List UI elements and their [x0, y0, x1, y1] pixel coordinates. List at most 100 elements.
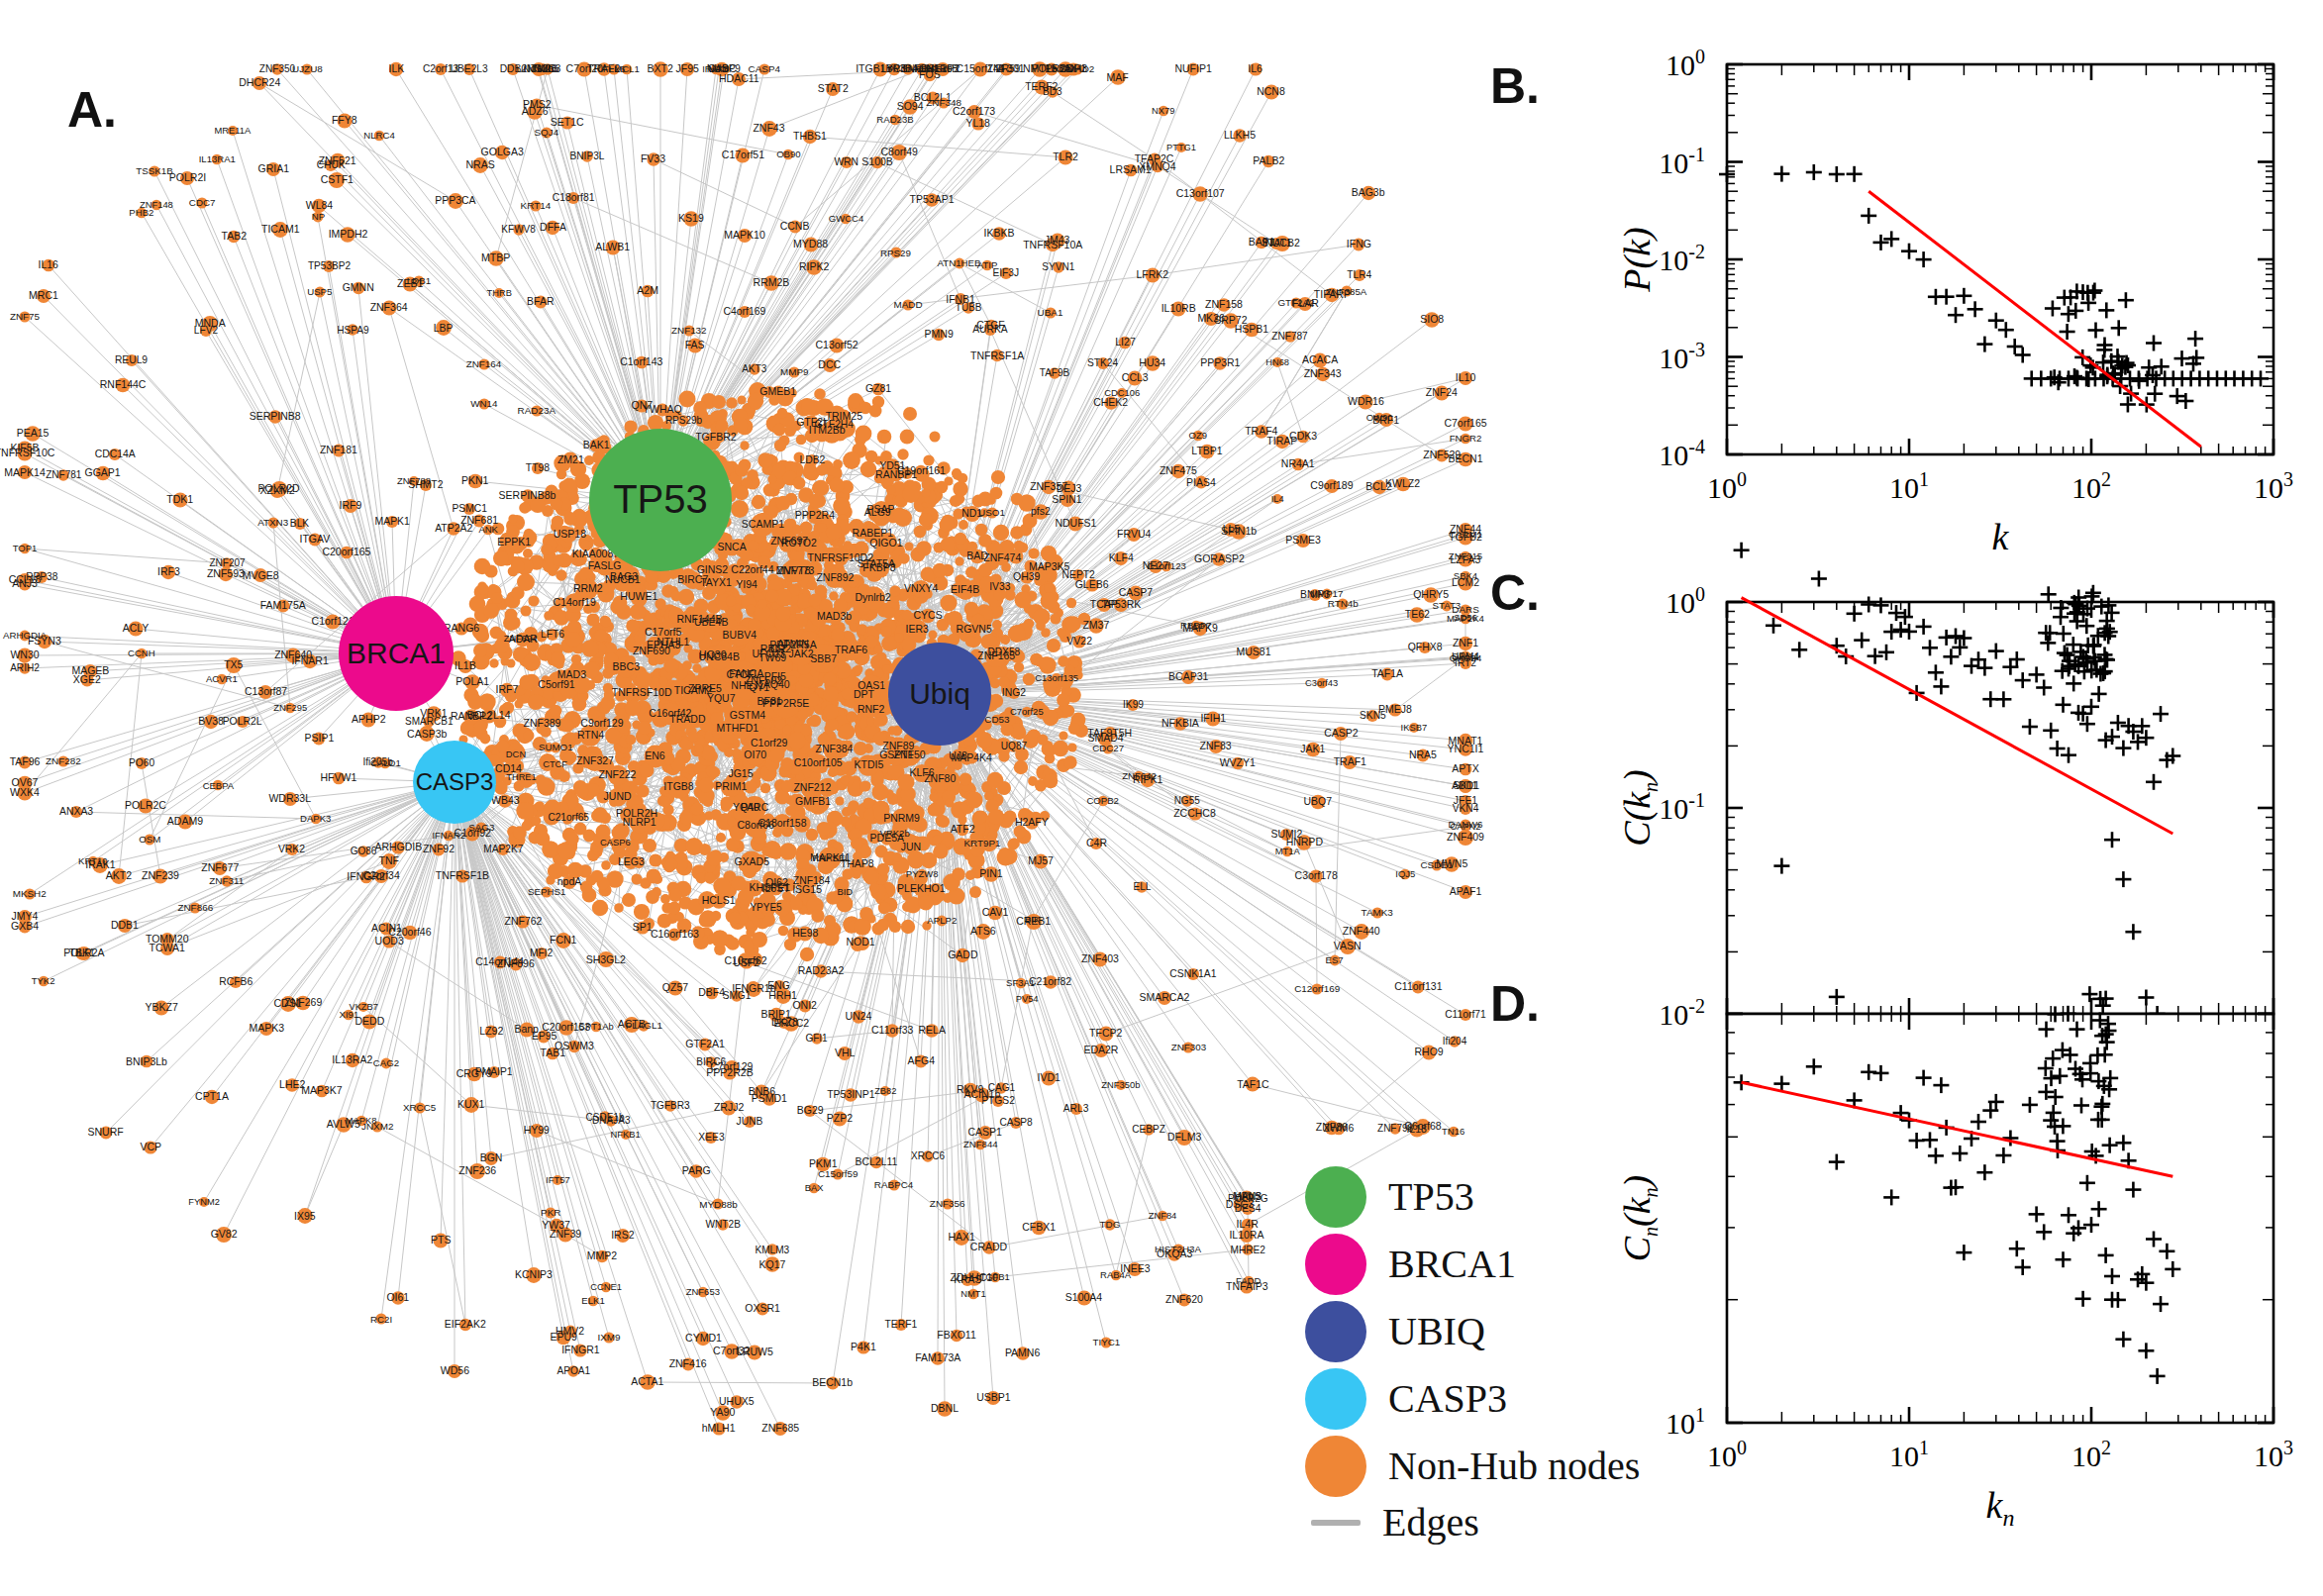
svg-text:C1orf92: C1orf92	[454, 827, 492, 839]
svg-text:NFKB1: NFKB1	[610, 1129, 640, 1140]
svg-text:KMLM3: KMLM3	[755, 1245, 789, 1255]
svg-text:DFFA: DFFA	[540, 221, 566, 233]
svg-text:IL10: IL10	[1456, 371, 1476, 383]
svg-text:ARIH2: ARIH2	[10, 662, 40, 673]
svg-text:SQJ4: SQJ4	[534, 127, 558, 138]
svg-text:JNXM2: JNXM2	[361, 1121, 393, 1132]
svg-text:C13orf52: C13orf52	[815, 339, 858, 350]
svg-text:EPPK1: EPPK1	[497, 536, 531, 548]
svg-text:C5orf91: C5orf91	[538, 678, 575, 690]
svg-text:STAT2: STAT2	[818, 82, 849, 94]
svg-text:TDG: TDG	[1099, 1219, 1120, 1230]
svg-text:DPT: DPT	[854, 688, 875, 700]
svg-text:MAPK11: MAPK11	[810, 851, 851, 863]
svg-text:C9orf129: C9orf129	[580, 717, 623, 729]
svg-text:NOD1: NOD1	[847, 936, 875, 948]
svg-text:103: 103	[2254, 1437, 2293, 1472]
svg-text:SP1: SP1	[633, 921, 653, 933]
svg-text:C7orf25: C7orf25	[1010, 706, 1044, 717]
svg-text:DEDD: DEDD	[355, 1015, 385, 1027]
svg-text:JG15: JG15	[728, 767, 753, 779]
svg-text:YPYE5: YPYE5	[750, 902, 782, 913]
svg-text:C18orf81: C18orf81	[553, 192, 595, 203]
svg-text:ZNF24: ZNF24	[1426, 386, 1458, 398]
svg-text:RNF144B: RNF144B	[676, 613, 722, 625]
svg-text:ZNF343: ZNF343	[1304, 367, 1342, 379]
svg-text:BFAR: BFAR	[527, 295, 555, 307]
svg-text:ZNF677: ZNF677	[201, 861, 239, 873]
svg-text:MAPK10: MAPK10	[724, 229, 765, 241]
svg-text:NR4A1: NR4A1	[1281, 457, 1315, 469]
svg-text:C22orf44: C22orf44	[731, 563, 773, 575]
svg-text:DCN: DCN	[506, 748, 526, 759]
svg-text:GMEB1: GMEB1	[759, 385, 796, 397]
svg-text:C14orf19: C14orf19	[554, 596, 596, 608]
svg-text:CAG1: CAG1	[988, 1082, 1016, 1093]
svg-text:RIPK1: RIPK1	[1133, 773, 1163, 785]
svg-text:FAS: FAS	[685, 339, 705, 350]
svg-text:MAP4K4: MAP4K4	[951, 751, 992, 763]
svg-text:WDR16: WDR16	[1348, 395, 1384, 407]
svg-text:STAT3: STAT3	[1433, 600, 1462, 611]
svg-text:MRC1: MRC1	[29, 289, 58, 301]
svg-text:NLRP1: NLRP1	[623, 816, 656, 828]
svg-text:P4K1: P4K1	[851, 1341, 876, 1352]
svg-text:C15orf144: C15orf144	[957, 62, 1005, 74]
svg-text:ELL: ELL	[1133, 881, 1151, 892]
svg-text:JM43: JM43	[1045, 234, 1070, 246]
svg-text:MAD3b: MAD3b	[817, 610, 852, 622]
svg-text:RAD23A: RAD23A	[518, 405, 556, 416]
svg-text:SNCA: SNCA	[718, 541, 747, 552]
svg-text:TT98: TT98	[526, 462, 550, 473]
svg-text:RC2I: RC2I	[370, 1314, 392, 1325]
svg-text:C1orf123: C1orf123	[1147, 560, 1185, 571]
svg-text:MFI2: MFI2	[530, 948, 554, 958]
svg-text:OSWM3: OSWM3	[555, 1040, 594, 1051]
svg-text:C1orf143: C1orf143	[620, 355, 662, 367]
svg-text:100: 100	[1666, 46, 1705, 81]
svg-text:IER3: IER3	[906, 623, 930, 635]
svg-text:MNDA: MNDA	[195, 317, 226, 329]
svg-text:hMLH1: hMLH1	[702, 1422, 736, 1434]
svg-text:KFWV8: KFWV8	[501, 224, 536, 235]
svg-text:ZNF529: ZNF529	[1423, 449, 1461, 460]
svg-text:CCNH: CCNH	[128, 648, 155, 658]
svg-text:IFNB1: IFNB1	[946, 294, 975, 305]
svg-text:GTF2A1: GTF2A1	[685, 1038, 725, 1049]
svg-text:TRAF4: TRAF4	[1245, 425, 1277, 437]
svg-text:FAM173A: FAM173A	[915, 1351, 960, 1363]
svg-text:PKR: PKR	[541, 1207, 560, 1218]
svg-text:CDC27: CDC27	[1092, 743, 1124, 753]
svg-text:C9orf189: C9orf189	[1310, 479, 1353, 491]
svg-text:S100A4: S100A4	[1065, 1291, 1103, 1303]
svg-text:GO86: GO86	[351, 846, 377, 856]
svg-text:MYD88b: MYD88b	[699, 1199, 738, 1210]
svg-text:BIK: BIK	[1025, 914, 1041, 925]
svg-text:Ubiq: Ubiq	[909, 677, 970, 710]
svg-text:EPHA3: EPHA3	[647, 639, 681, 650]
svg-text:LRUW5: LRUW5	[737, 1346, 773, 1357]
svg-text:ZNF474: ZNF474	[983, 551, 1021, 563]
svg-text:VNXY4: VNXY4	[904, 582, 939, 594]
svg-text:KLF4: KLF4	[1109, 551, 1134, 563]
svg-text:TAF1A: TAF1A	[1371, 667, 1403, 679]
svg-text:FNGR2: FNGR2	[1450, 433, 1482, 444]
svg-text:C13orf135: C13orf135	[1035, 672, 1078, 683]
svg-text:LFRK2: LFRK2	[1136, 268, 1168, 280]
svg-text:IFNAR1: IFNAR1	[291, 654, 329, 666]
svg-text:ZNF80: ZNF80	[924, 772, 956, 784]
svg-text:SERPINB8: SERPINB8	[250, 410, 301, 422]
svg-text:BCAP31: BCAP31	[1168, 670, 1208, 682]
svg-text:DDX58: DDX58	[987, 647, 1020, 657]
svg-text:BNIP3Lb: BNIP3Lb	[126, 1055, 167, 1067]
svg-text:ZNF844: ZNF844	[963, 1139, 998, 1149]
svg-text:CCNE1: CCNE1	[590, 1281, 622, 1292]
svg-text:MAP3K7: MAP3K7	[301, 1084, 343, 1096]
svg-text:HN68: HN68	[1265, 357, 1289, 367]
svg-text:ZNF311: ZNF311	[209, 875, 244, 886]
svg-text:ZEB1: ZEB1	[397, 277, 423, 289]
svg-text:ZM21: ZM21	[557, 453, 584, 465]
svg-text:IRS2: IRS2	[611, 1229, 635, 1241]
svg-text:GORASP2: GORASP2	[1194, 552, 1245, 564]
svg-text:ZNF236: ZNF236	[458, 1164, 496, 1176]
